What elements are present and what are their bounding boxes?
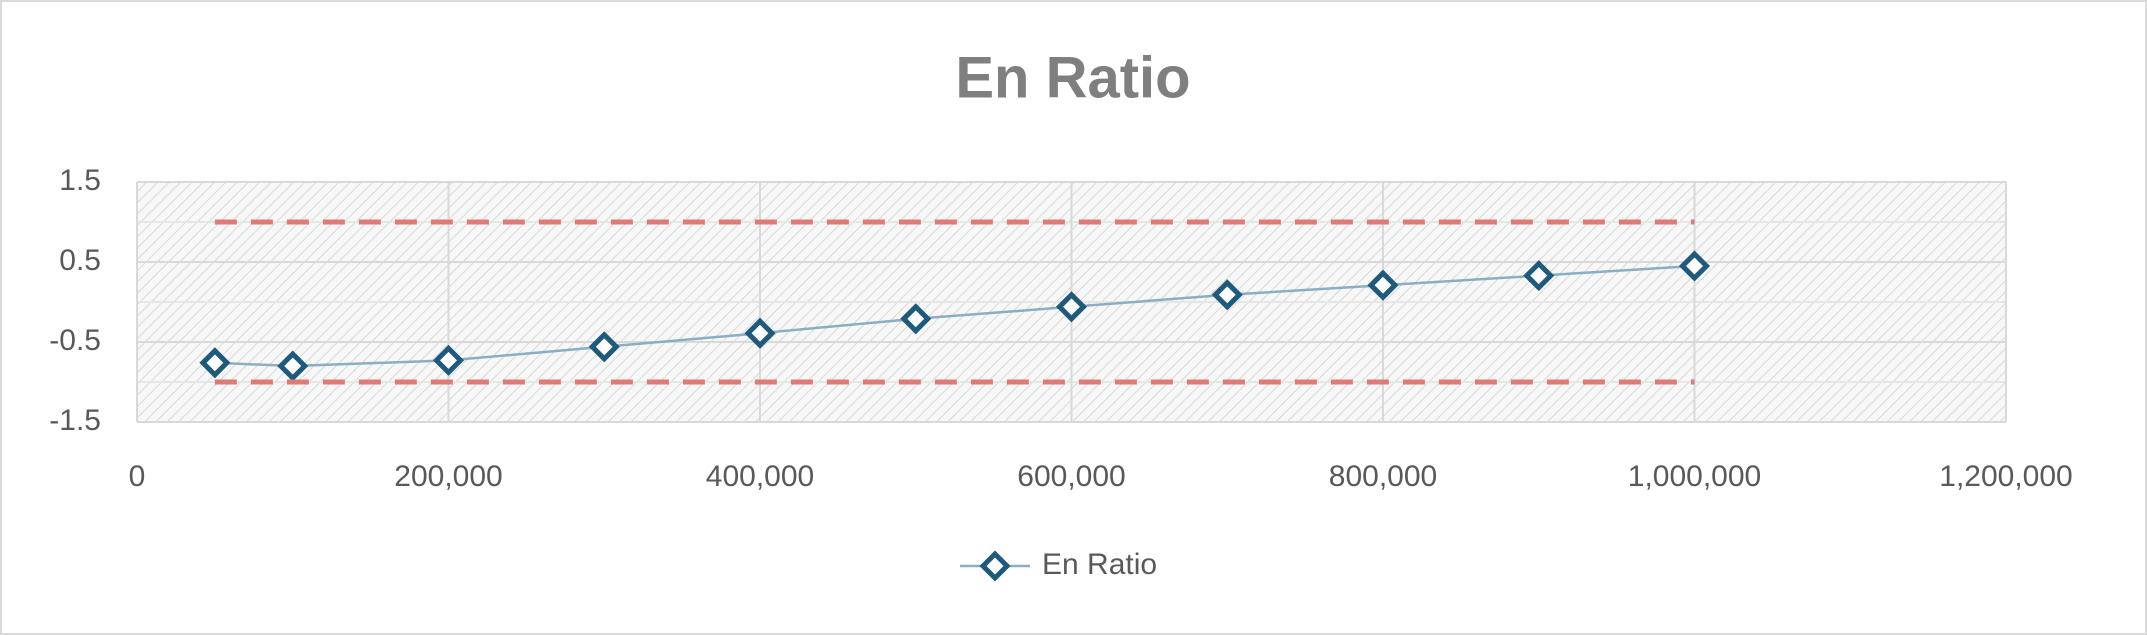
marker	[1367, 269, 1399, 301]
marker	[1211, 279, 1243, 311]
x-tick-label: 600,000	[1017, 460, 1125, 493]
x-tick-label: 400,000	[706, 460, 814, 493]
marker	[1055, 291, 1088, 323]
marker	[1678, 250, 1711, 282]
marker	[900, 303, 932, 335]
x-tick-label: 800,000	[1329, 460, 1437, 493]
x-tick-label: 200,000	[394, 460, 502, 493]
y-tick-label: 1.5	[59, 164, 101, 197]
legend-label: En Ratio	[1042, 548, 1157, 581]
marker	[588, 331, 620, 363]
marker	[277, 350, 309, 382]
marker	[744, 317, 776, 349]
chart-title: En Ratio	[955, 45, 1190, 110]
marker	[199, 347, 231, 379]
x-tick-label: 1,200,000	[1939, 460, 2072, 493]
marker	[432, 344, 465, 376]
y-tick-label: -1.5	[49, 404, 101, 437]
legend-marker	[979, 550, 1011, 582]
x-tick-label: 1,000,000	[1628, 460, 1761, 493]
y-tick-label: 0.5	[59, 244, 101, 277]
x-tick-label: 0	[129, 460, 146, 493]
y-tick-label: -0.5	[49, 324, 101, 357]
marker	[1523, 260, 1555, 292]
